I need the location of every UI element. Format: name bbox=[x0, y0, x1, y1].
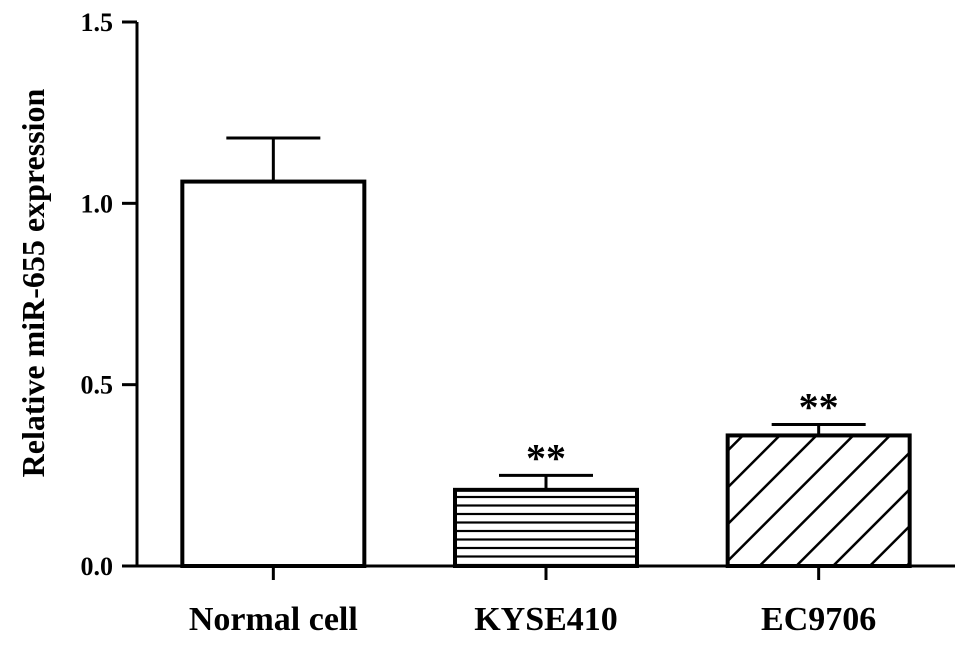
x-axis: Normal cell KYSE410 EC9706 bbox=[137, 564, 955, 638]
y-tick-label: 0.0 bbox=[81, 552, 114, 581]
y-axis-title: Relative miR-655 expression bbox=[15, 88, 51, 477]
bar bbox=[180, 179, 367, 568]
bar bbox=[725, 433, 912, 568]
significance-label: ** bbox=[526, 435, 566, 480]
x-tick-label: KYSE410 bbox=[474, 601, 618, 638]
bars-group: ** ** bbox=[180, 136, 912, 568]
y-tick-label: 1.5 bbox=[81, 8, 114, 37]
bar bbox=[453, 487, 639, 568]
x-tick-label: Normal cell bbox=[189, 601, 358, 638]
y-tick-label: 1.0 bbox=[81, 189, 114, 218]
x-tick-label: EC9706 bbox=[761, 601, 876, 638]
y-tick-label: 0.5 bbox=[81, 371, 114, 400]
y-axis: 0.0 0.5 1.0 1.5 bbox=[81, 8, 139, 581]
significance-label: ** bbox=[799, 385, 839, 430]
